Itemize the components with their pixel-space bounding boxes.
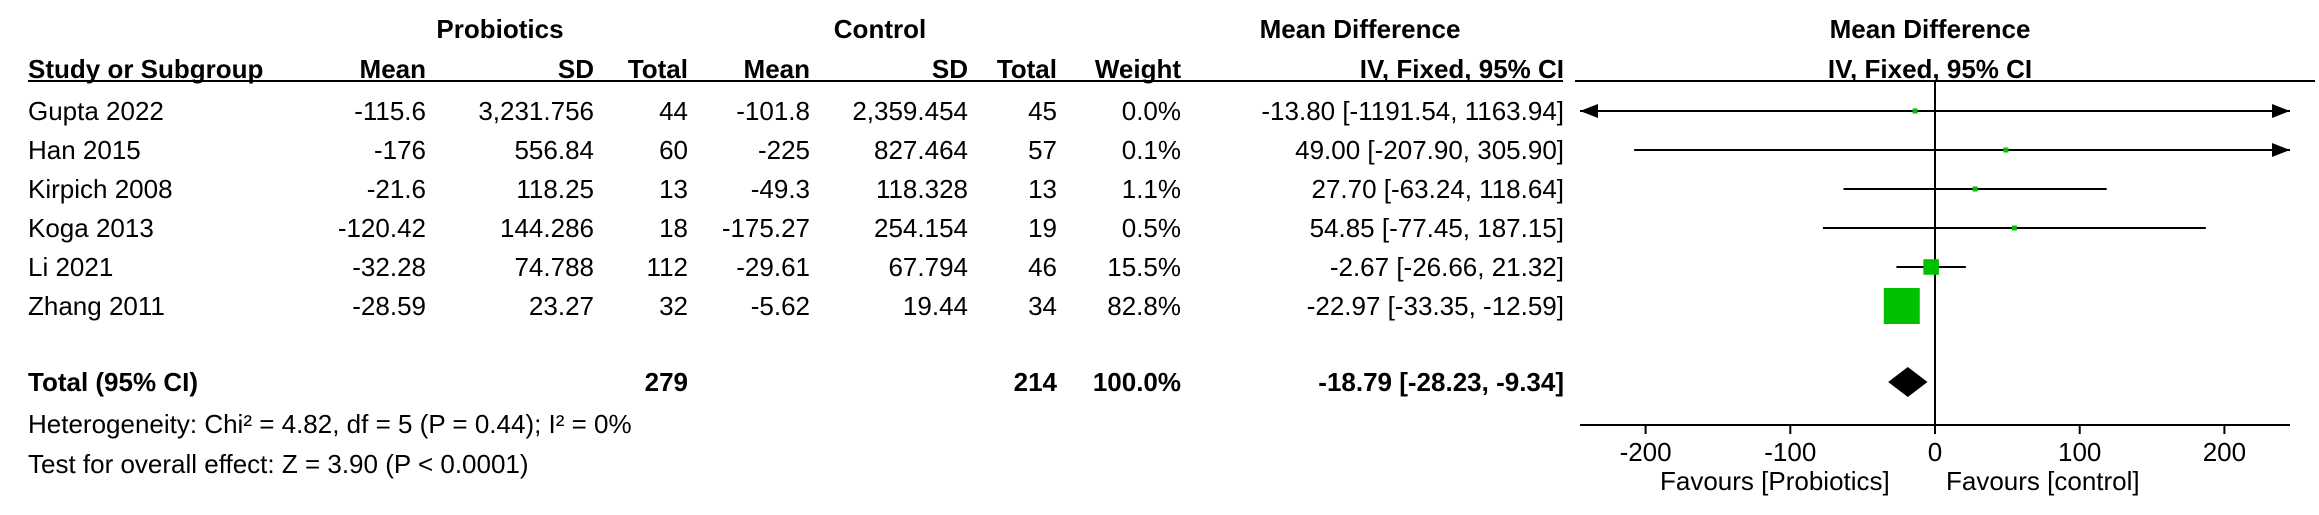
- weight-cell: 1.1%: [1121, 174, 1181, 204]
- total1-cell: 13: [659, 174, 688, 204]
- x-tick-label: 200: [2203, 437, 2246, 467]
- control-group-header: Control: [833, 14, 927, 44]
- sd1-cell: 3,231.756: [478, 96, 594, 126]
- study-name: Zhang 2011: [28, 291, 165, 321]
- weight-cell: 0.1%: [1121, 135, 1181, 165]
- ci-cell: 49.00 [-207.90, 305.90]: [1295, 135, 1564, 165]
- total1-column-header: Total: [627, 54, 688, 84]
- ci-arrow-right: [2272, 143, 2290, 157]
- total2-cell: 46: [1028, 252, 1057, 282]
- ci-cell: 54.85 [-77.45, 187.15]: [1309, 213, 1564, 243]
- total2-sum: 214: [1013, 367, 1057, 397]
- ci-cell: -22.97 [-33.35, -12.59]: [1306, 291, 1564, 321]
- weight-cell: 15.5%: [1107, 252, 1181, 282]
- study-name: Han 2015: [28, 135, 141, 165]
- md-left-header: Mean Difference: [1259, 14, 1461, 44]
- header-divider: [28, 80, 1563, 82]
- ci-cell: 27.70 [-63.24, 118.64]: [1311, 174, 1565, 204]
- mean2-cell: -49.3: [750, 174, 810, 204]
- sd1-cell: 118.25: [516, 174, 594, 204]
- study-name: Gupta 2022: [28, 96, 164, 126]
- study-name: Li 2021: [28, 252, 114, 282]
- study-marker: [2003, 147, 2009, 153]
- mean2-cell: -5.62: [750, 291, 810, 321]
- mean1-cell: -32.28: [352, 252, 426, 282]
- total1-cell: 18: [659, 213, 688, 243]
- mean1-column-header: Mean: [359, 54, 426, 84]
- sd2-cell: 827.464: [874, 135, 968, 165]
- study-name: Koga 2013: [28, 213, 154, 243]
- study-marker: [1972, 186, 1978, 192]
- overall-effect-text: Test for overall effect: Z = 3.90 (P < 0…: [28, 449, 529, 479]
- x-tick-label: -200: [1620, 437, 1672, 467]
- probiotics-group-header: Probiotics: [436, 14, 564, 44]
- total1-cell: 44: [659, 96, 688, 126]
- weight-cell: 0.0%: [1121, 96, 1181, 126]
- favours-right-label: Favours [control]: [1946, 466, 2140, 496]
- sd2-cell: 254.154: [874, 213, 968, 243]
- study-marker: [2011, 225, 2017, 231]
- weight-cell: 82.8%: [1107, 291, 1181, 321]
- sd2-column-header: SD: [931, 54, 968, 84]
- mean1-cell: -21.6: [366, 174, 426, 204]
- sd1-cell: 556.84: [514, 135, 594, 165]
- total2-cell: 57: [1028, 135, 1057, 165]
- x-tick-label: 0: [1928, 437, 1942, 467]
- ci-arrow-right: [2272, 104, 2290, 118]
- sd2-cell: 19.44: [902, 291, 968, 321]
- sd1-column-header: SD: [557, 54, 594, 84]
- favours-left-label: Favours [Probiotics]: [1660, 466, 1890, 496]
- study-column-header: Study or Subgroup: [28, 54, 264, 84]
- sd1-cell: 23.27: [528, 291, 594, 321]
- total-weight: 100.0%: [1092, 367, 1181, 397]
- study-marker: [1883, 288, 1920, 324]
- plot-header-divider: [1575, 80, 2315, 82]
- mean2-cell: -175.27: [721, 213, 810, 243]
- weight-column-header: Weight: [1094, 54, 1181, 84]
- mean2-cell: -101.8: [736, 96, 810, 126]
- total1-cell: 32: [659, 291, 688, 321]
- total-label: Total (95% CI): [28, 367, 198, 397]
- study-name: Kirpich 2008: [28, 174, 173, 204]
- mean1-cell: -176: [373, 135, 426, 165]
- ci-cell: -2.67 [-26.66, 21.32]: [1329, 252, 1564, 282]
- total-ci: -18.79 [-28.23, -9.34]: [1318, 367, 1564, 397]
- mean1-cell: -115.6: [354, 96, 426, 126]
- total2-cell: 45: [1028, 96, 1057, 126]
- study-marker: [1923, 259, 1939, 275]
- sd1-cell: 74.788: [514, 252, 594, 282]
- sd2-cell: 67.794: [888, 252, 968, 282]
- pooled-diamond: [1888, 367, 1928, 397]
- ci-cell: -13.80 [-1191.54, 1163.94]: [1261, 96, 1564, 126]
- total2-cell: 13: [1028, 174, 1057, 204]
- total2-cell: 19: [1028, 213, 1057, 243]
- mean1-cell: -28.59: [352, 291, 426, 321]
- total1-sum: 279: [644, 367, 688, 397]
- ci-arrow-left: [1580, 104, 1598, 118]
- study-marker: [1912, 108, 1918, 114]
- mean1-cell: -120.42: [337, 213, 426, 243]
- x-tick-label: 100: [2058, 437, 2101, 467]
- weight-cell: 0.5%: [1121, 213, 1181, 243]
- total1-cell: 112: [646, 252, 688, 282]
- sd1-cell: 144.286: [500, 213, 594, 243]
- mean2-column-header: Mean: [743, 54, 810, 84]
- total2-column-header: Total: [996, 54, 1057, 84]
- sd2-cell: 118.328: [875, 174, 968, 204]
- ci-column-header: IV, Fixed, 95% CI: [1359, 54, 1564, 84]
- x-tick-label: -100: [1764, 437, 1816, 467]
- total1-cell: 60: [659, 135, 688, 165]
- mean2-cell: -225: [757, 135, 810, 165]
- heterogeneity-text: Heterogeneity: Chi² = 4.82, df = 5 (P = …: [28, 409, 632, 439]
- md-right-header: Mean Difference: [1829, 14, 2031, 44]
- mean2-cell: -29.61: [736, 252, 810, 282]
- sd2-cell: 2,359.454: [852, 96, 968, 126]
- plot-method-header: IV, Fixed, 95% CI: [1827, 54, 2033, 84]
- total2-cell: 34: [1028, 291, 1057, 321]
